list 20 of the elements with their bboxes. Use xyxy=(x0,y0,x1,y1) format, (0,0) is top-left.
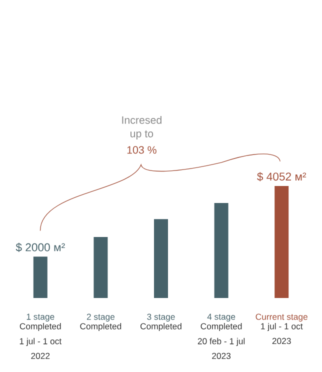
data-label: $ 2000 м² xyxy=(16,242,65,252)
data-label: $ 4052 м² xyxy=(257,172,306,182)
text: Completed xyxy=(140,322,182,332)
text: 103 % xyxy=(127,146,156,154)
text: up to xyxy=(130,130,154,140)
text: Incresed xyxy=(122,116,162,124)
text: 2023 xyxy=(272,338,291,344)
x-tick-label: 4 stage xyxy=(207,314,236,322)
x-tick-label: 2 stage xyxy=(86,314,115,322)
x-tick-label: 3 stage xyxy=(147,314,175,322)
text: 1 jul - 1 oct xyxy=(261,322,303,332)
x-tick-label: Current stage xyxy=(256,314,308,322)
text: 1 jul - 1 oct xyxy=(20,338,62,346)
text: 20 feb - 1 jul xyxy=(198,338,245,346)
text: Completed xyxy=(200,322,242,332)
text: Completed xyxy=(20,322,61,332)
text: 2022 xyxy=(31,352,50,359)
x-tick-label: 1 stage xyxy=(26,314,54,322)
text: Completed xyxy=(80,322,122,332)
text: 2023 xyxy=(212,352,231,359)
